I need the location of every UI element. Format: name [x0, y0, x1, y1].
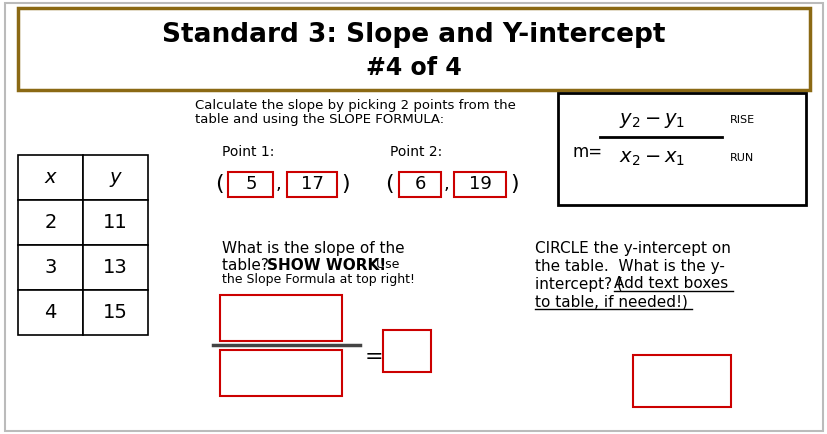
Text: m=: m= [572, 143, 602, 161]
Text: x: x [45, 168, 56, 187]
Text: 17: 17 [300, 175, 323, 193]
Text: intercept? (: intercept? ( [534, 276, 622, 292]
Text: y: y [110, 168, 121, 187]
Text: 15: 15 [103, 303, 128, 322]
FancyBboxPatch shape [557, 93, 805, 205]
FancyBboxPatch shape [220, 295, 342, 341]
Text: $x_2 - x_1$: $x_2 - x_1$ [619, 148, 684, 168]
Text: $y_2 - y_1$: $y_2 - y_1$ [619, 111, 684, 129]
FancyBboxPatch shape [227, 172, 273, 197]
Text: 13: 13 [103, 258, 127, 277]
FancyBboxPatch shape [383, 330, 431, 372]
Text: 2: 2 [45, 213, 56, 232]
Bar [18, 155, 83, 200]
Text: to table, if needed!): to table, if needed!) [534, 295, 687, 309]
Text: #4 of 4: #4 of 4 [366, 56, 461, 80]
Text: 6: 6 [414, 175, 425, 193]
Text: 5: 5 [245, 175, 256, 193]
Text: ): ) [509, 174, 518, 194]
Text: the table.  What is the y-: the table. What is the y- [534, 259, 724, 273]
Bar [83, 290, 148, 335]
Text: =: = [365, 347, 383, 367]
Bar [18, 245, 83, 290]
FancyBboxPatch shape [399, 172, 441, 197]
FancyBboxPatch shape [632, 355, 730, 407]
Text: the Slope Formula at top right!: the Slope Formula at top right! [222, 273, 414, 286]
Text: 3: 3 [45, 258, 56, 277]
Text: 11: 11 [103, 213, 127, 232]
Bar [18, 200, 83, 245]
Text: Standard 3: Slope and Y-intercept: Standard 3: Slope and Y-intercept [162, 22, 665, 48]
Text: Use: Use [371, 259, 399, 272]
Bar [18, 290, 83, 335]
Text: 19: 19 [468, 175, 491, 193]
Text: table and using the SLOPE FORMULA:: table and using the SLOPE FORMULA: [195, 114, 443, 126]
Text: ): ) [341, 174, 349, 194]
FancyBboxPatch shape [18, 8, 809, 90]
Text: ,: , [443, 175, 449, 193]
FancyBboxPatch shape [220, 350, 342, 396]
Text: What is the slope of the: What is the slope of the [222, 240, 404, 256]
Text: (: ( [385, 174, 393, 194]
Text: Calculate the slope by picking 2 points from the: Calculate the slope by picking 2 points … [195, 99, 515, 112]
Text: 4: 4 [45, 303, 56, 322]
Text: Add text boxes: Add text boxes [614, 276, 728, 292]
Text: RISE: RISE [729, 115, 754, 125]
FancyBboxPatch shape [453, 172, 505, 197]
Text: Point 2:: Point 2: [390, 145, 442, 159]
Text: CIRCLE the y-intercept on: CIRCLE the y-intercept on [534, 240, 730, 256]
Text: SHOW WORK!: SHOW WORK! [266, 257, 385, 273]
Text: RUN: RUN [729, 153, 753, 163]
FancyBboxPatch shape [287, 172, 337, 197]
Bar [83, 200, 148, 245]
Bar [83, 155, 148, 200]
Text: table?: table? [222, 257, 274, 273]
Text: (: ( [215, 174, 223, 194]
Text: ,: , [275, 175, 281, 193]
Text: Point 1:: Point 1: [222, 145, 274, 159]
Bar [83, 245, 148, 290]
